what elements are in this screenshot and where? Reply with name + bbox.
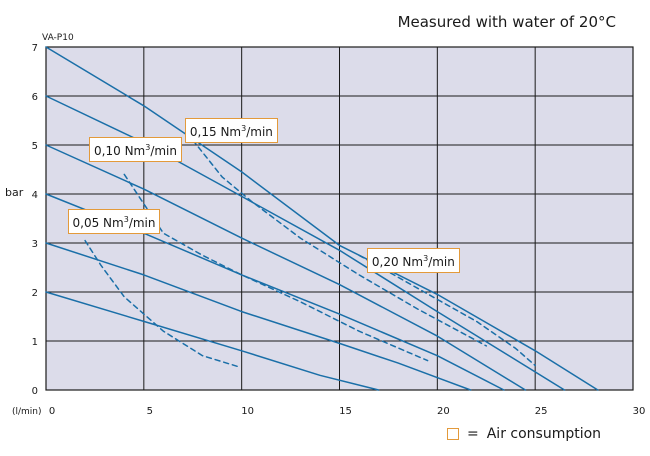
air-consumption-curve xyxy=(192,139,488,347)
legend: = Air consumption xyxy=(447,426,601,442)
air-consumption-label: 0,10 Nm3/min xyxy=(89,137,182,163)
annotation-suffix: /min xyxy=(246,124,273,139)
pressure-flow-curve xyxy=(45,144,527,391)
x-tick-label: 10 xyxy=(241,406,254,417)
x-tick-label: 0 xyxy=(49,406,55,417)
x-tick-label: 30 xyxy=(633,406,646,417)
annotation-superscript: 3 xyxy=(423,253,429,263)
y-axis-label: bar xyxy=(5,186,24,199)
pressure-flow-curve xyxy=(45,46,599,391)
air-consumption-label: 0,20 Nm3/min xyxy=(366,247,460,273)
pressure-flow-curve xyxy=(45,242,472,391)
y-tick-label: 6 xyxy=(32,92,38,103)
y-tick-label: 1 xyxy=(32,337,38,348)
air-consumption-curve xyxy=(358,254,536,367)
annotation-superscript: 3 xyxy=(241,123,247,133)
air-consumption-label: 0,15 Nm3/min xyxy=(184,117,278,143)
y-tick-label: 7 xyxy=(32,43,38,54)
x-tick-label: 5 xyxy=(147,406,153,417)
annotation-superscript: 3 xyxy=(123,214,129,224)
annotation-superscript: 3 xyxy=(145,143,151,153)
legend-label: Air consumption xyxy=(486,426,602,442)
y-tick-label: 5 xyxy=(32,141,38,152)
annotation-prefix: 0,10 Nm xyxy=(94,144,146,159)
model-label: VA-P10 xyxy=(42,33,74,43)
annotation-suffix: /min xyxy=(428,254,455,269)
y-tick-label: 3 xyxy=(32,239,38,250)
air-consumption-curve xyxy=(84,239,239,368)
annotation-suffix: /min xyxy=(150,144,177,159)
air-consumption-label: 0,05 Nm3/min xyxy=(67,208,161,234)
annotation-prefix: 0,20 Nm xyxy=(371,254,424,269)
y-tick-label: 0 xyxy=(32,386,38,397)
x-axis-label: (l/min) xyxy=(12,407,42,417)
chart-title: Measured with water of 20°C xyxy=(397,13,616,31)
x-tick-label: 15 xyxy=(339,406,352,417)
y-tick-label: 4 xyxy=(32,190,38,201)
pressure-flow-curve xyxy=(45,95,566,391)
pressure-flow-curve xyxy=(45,291,380,391)
legend-separator: = xyxy=(467,426,479,442)
annotation-suffix: /min xyxy=(128,215,156,230)
y-tick-label: 2 xyxy=(32,288,38,299)
x-tick-label: 25 xyxy=(535,406,548,417)
annotation-prefix: 0,05 Nm xyxy=(72,215,124,230)
x-tick-label: 20 xyxy=(437,406,450,417)
legend-square-icon xyxy=(447,428,459,440)
annotation-prefix: 0,15 Nm xyxy=(189,124,242,139)
